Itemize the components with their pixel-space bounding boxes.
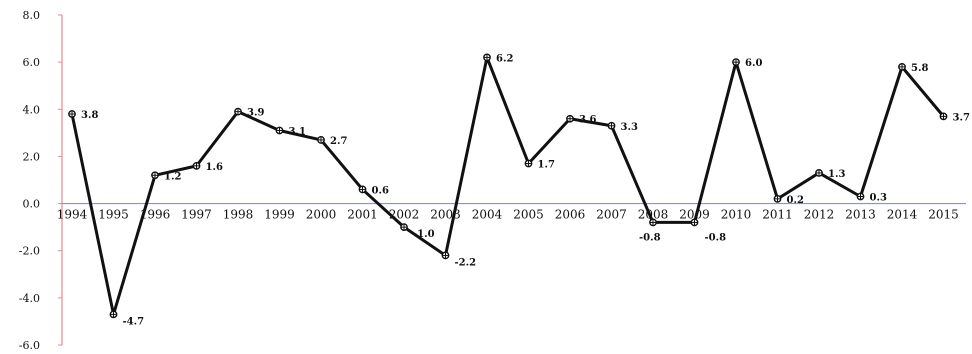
- x-tick-label: 1999: [264, 208, 295, 222]
- x-tick-label: 2009: [679, 208, 710, 222]
- data-point: [68, 110, 76, 118]
- data-label: 3.6: [579, 115, 596, 126]
- data-point: [815, 169, 823, 177]
- y-tick-label: 2.0: [23, 150, 41, 163]
- data-point: [939, 112, 948, 121]
- x-tick-label: 2002: [389, 208, 420, 222]
- x-tick-label: 1994: [57, 208, 88, 222]
- data-point: [649, 218, 657, 227]
- data-point: [773, 194, 782, 203]
- x-tick-label: 2011: [762, 208, 793, 222]
- data-label: 2.7: [330, 136, 347, 147]
- x-tick-label: 1995: [98, 208, 129, 222]
- data-label: -2.2: [455, 257, 477, 268]
- data-point: [109, 310, 118, 319]
- x-tick-label: 2013: [845, 208, 876, 222]
- y-tick-label: -6.0: [19, 339, 40, 352]
- data-point: [358, 185, 367, 194]
- data-point: [524, 159, 533, 168]
- data-point: [441, 251, 450, 260]
- data-label: 1.7: [538, 160, 555, 171]
- y-tick-label: -4.0: [19, 292, 40, 305]
- data-label: 3.9: [247, 108, 264, 119]
- data-label: -4.7: [123, 316, 145, 327]
- data-label: 3.7: [953, 112, 970, 123]
- y-tick-label: 4.0: [23, 103, 41, 116]
- x-tick-label: 2010: [721, 208, 752, 222]
- data-label: -1.0: [413, 229, 435, 240]
- data-label: 6.2: [496, 53, 513, 64]
- x-tick-label: 2014: [887, 208, 918, 222]
- data-label: -0.8: [705, 232, 727, 243]
- series-line: [70, 55, 945, 316]
- data-point: [400, 223, 408, 232]
- data-label: 3.3: [621, 122, 638, 133]
- data-label: 3.1: [289, 127, 306, 138]
- data-point: [732, 58, 740, 67]
- data-point: [192, 161, 201, 170]
- data-label: 5.8: [911, 63, 928, 74]
- data-label: 1.3: [828, 169, 845, 180]
- data-point: [151, 171, 159, 180]
- data-point: [275, 126, 284, 135]
- y-tick-label: 0.0: [23, 198, 41, 211]
- data-label: -0.8: [639, 232, 661, 243]
- data-point: [690, 218, 699, 227]
- data-point: [234, 107, 242, 116]
- x-tick-label: 2000: [306, 208, 337, 222]
- y-tick-label: -2.0: [19, 245, 40, 258]
- data-label: 3.8: [81, 110, 98, 121]
- x-tick-label: 1997: [181, 208, 212, 222]
- x-tick-label: 2005: [513, 208, 544, 222]
- data-label: 0.3: [870, 193, 887, 204]
- data-label: 1.2: [164, 171, 181, 182]
- data-label: 0.6: [372, 185, 389, 196]
- y-tick-label: 6.0: [23, 56, 41, 69]
- data-point: [607, 121, 616, 130]
- data-label: 6.0: [745, 58, 762, 69]
- x-tick-label: 2012: [804, 208, 835, 222]
- data-points: [68, 53, 948, 319]
- x-tick-label: 1998: [223, 208, 254, 222]
- x-tick-label: 1996: [140, 208, 171, 222]
- data-point: [483, 53, 491, 62]
- x-tick-label: 2006: [555, 208, 586, 222]
- y-tick-label: 8.0: [23, 9, 41, 22]
- x-tick-label: 2007: [596, 208, 627, 222]
- x-tick-label: 2001: [347, 208, 378, 222]
- data-point: [317, 136, 325, 144]
- data-point: [566, 114, 574, 123]
- x-tick-label: 2015: [928, 208, 959, 222]
- series-polyline: [70, 55, 945, 316]
- data-label: 1.6: [206, 162, 223, 173]
- data-labels: 3.8 -4.7 1.2 1.6 3.9 3.1 2.7 0.6 -1.0 -2.2 6.2 1.7 3…: [81, 53, 970, 327]
- x-axis-tick-labels: 1994 1995 1996 1997 1998 1999 2000 2001 2002 2003…: [57, 208, 959, 222]
- y-axis: 8.0 6.0 4.0 2.0 0.0 -2.0 -4.0 -6.0: [19, 9, 63, 352]
- data-point: [856, 192, 865, 201]
- x-tick-label: 2004: [472, 208, 503, 222]
- data-point: [898, 62, 906, 71]
- data-label: 0.2: [787, 195, 804, 206]
- x-tick-label: 2008: [638, 208, 669, 222]
